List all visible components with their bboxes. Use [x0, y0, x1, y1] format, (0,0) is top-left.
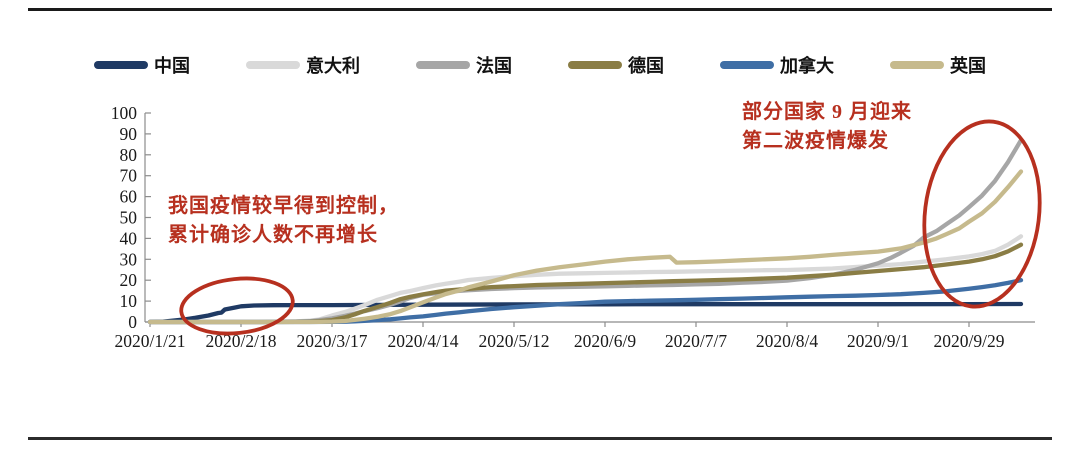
svg-text:2020/1/21: 2020/1/21 — [115, 331, 186, 351]
svg-text:2020/3/17: 2020/3/17 — [297, 331, 368, 351]
svg-text:70: 70 — [120, 166, 138, 186]
legend-label: 法国 — [476, 56, 512, 76]
legend-item-italy: 意大利 — [246, 52, 360, 78]
france-line-swatch — [416, 61, 470, 69]
svg-text:40: 40 — [120, 228, 138, 248]
svg-text:2020/9/1: 2020/9/1 — [847, 331, 909, 351]
top-divider — [28, 8, 1052, 11]
legend-item-canada: 加拿大 — [720, 52, 834, 78]
uk-line-swatch — [890, 61, 944, 69]
svg-text:50: 50 — [120, 208, 138, 228]
annotation-china-controlled: 我国疫情较早得到控制， 累计确诊人数不再增长 — [168, 192, 399, 250]
svg-text:2020/8/4: 2020/8/4 — [756, 331, 818, 351]
annotation-line: 累计确诊人数不再增长 — [168, 224, 378, 246]
legend-item-china: 中国 — [94, 52, 190, 78]
legend-label: 加拿大 — [780, 56, 834, 76]
annotation-second-wave: 部分国家 9 月迎来 第二波疫情爆发 — [742, 98, 912, 156]
germany-line-swatch — [568, 61, 622, 69]
svg-text:10: 10 — [120, 291, 138, 311]
legend-label: 英国 — [950, 56, 986, 76]
svg-text:2020/9/29: 2020/9/29 — [934, 331, 1005, 351]
svg-text:2020/4/14: 2020/4/14 — [388, 331, 459, 351]
canada-line-swatch — [720, 61, 774, 69]
svg-text:20: 20 — [120, 270, 138, 290]
china-line-swatch — [94, 61, 148, 69]
annotation-line: 第二波疫情爆发 — [742, 130, 889, 152]
svg-text:2020/5/12: 2020/5/12 — [479, 331, 550, 351]
legend-item-germany: 德国 — [568, 52, 664, 78]
bottom-divider — [28, 437, 1052, 440]
annotation-line: 部分国家 9 月迎来 — [742, 101, 912, 123]
svg-text:80: 80 — [120, 145, 138, 165]
annotation-line: 我国疫情较早得到控制， — [168, 195, 399, 217]
svg-text:30: 30 — [120, 249, 138, 269]
legend-item-france: 法国 — [416, 52, 512, 78]
svg-text:2020/2/18: 2020/2/18 — [206, 331, 277, 351]
legend-label: 德国 — [628, 56, 664, 76]
legend-label: 中国 — [154, 56, 190, 76]
legend-item-uk: 英国 — [890, 52, 986, 78]
svg-text:60: 60 — [120, 187, 138, 207]
svg-text:2020/6/9: 2020/6/9 — [574, 331, 636, 351]
chart-legend: 中国 意大利 法国 德国 加拿大 英国 — [0, 52, 1080, 78]
svg-text:2020/7/7: 2020/7/7 — [665, 331, 727, 351]
svg-text:90: 90 — [120, 124, 138, 144]
svg-text:0: 0 — [128, 312, 137, 332]
legend-label: 意大利 — [306, 56, 360, 76]
italy-line-swatch — [246, 61, 300, 69]
svg-text:100: 100 — [111, 103, 138, 123]
